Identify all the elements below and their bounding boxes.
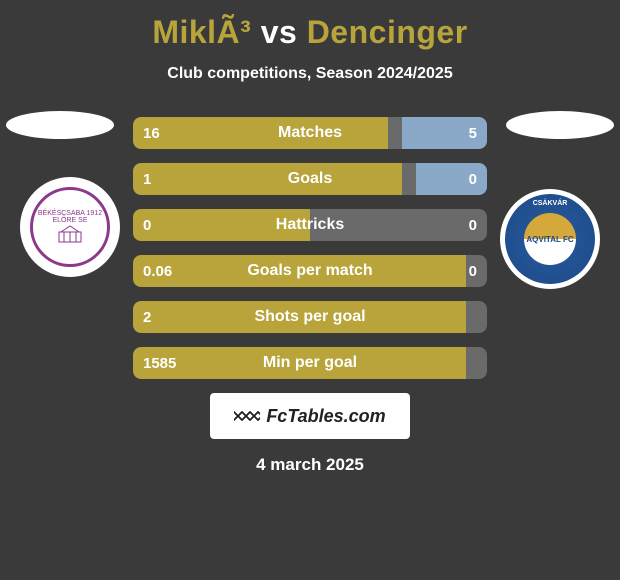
stat-row: 0 0 Hattricks — [133, 209, 487, 241]
stat-label: Shots per goal — [254, 308, 365, 326]
stat-label: Goals — [288, 170, 332, 188]
subtitle: Club competitions, Season 2024/2025 — [0, 65, 620, 83]
badge-left-text: BÉKÉSCSABA 1912 ELŐRE SE — [33, 210, 107, 224]
content-area: BÉKÉSCSABA 1912 ELŐRE SE CSÁKVÁR AQVITAL… — [0, 117, 620, 475]
stat-value-left: 0.06 — [143, 263, 172, 280]
stat-row: 0.06 0 Goals per match — [133, 255, 487, 287]
stat-value-right: 5 — [469, 125, 477, 142]
team-badge-left: BÉKÉSCSABA 1912 ELŐRE SE — [20, 177, 120, 277]
date-text: 4 march 2025 — [0, 455, 620, 475]
team-badge-left-inner: BÉKÉSCSABA 1912 ELŐRE SE — [30, 187, 110, 267]
stat-label: Min per goal — [263, 354, 357, 372]
flag-left-icon — [6, 111, 114, 139]
stat-row: 1585 Min per goal — [133, 347, 487, 379]
player1-name: MiklÃ³ — [152, 14, 251, 50]
stat-value-left: 0 — [143, 217, 151, 234]
stat-row: 1 0 Goals — [133, 163, 487, 195]
team-badge-right-inner: CSÁKVÁR AQVITAL FC — [505, 194, 595, 284]
stat-label: Goals per match — [247, 262, 372, 280]
stat-row: 2 Shots per goal — [133, 301, 487, 333]
page-title: MiklÃ³ vs Dencinger — [0, 0, 620, 51]
stats-container: 16 5 Matches 1 0 Goals 0 0 Hattricks 0.06 0 Goals p… — [133, 117, 487, 379]
stat-value-right: 0 — [469, 263, 477, 280]
branding-badge: FcTables.com — [210, 393, 410, 439]
player2-name: Dencinger — [307, 14, 468, 50]
stat-row: 16 5 Matches — [133, 117, 487, 149]
vs-text: vs — [261, 14, 298, 50]
badge-right-top-text: CSÁKVÁR — [533, 200, 568, 207]
stat-value-left: 1585 — [143, 355, 176, 372]
stat-value-right: 0 — [469, 171, 477, 188]
chart-icon — [234, 408, 260, 424]
badge-right-label: AQVITAL FC — [524, 213, 576, 265]
building-icon — [55, 224, 85, 244]
stat-label: Matches — [278, 124, 342, 142]
stat-bar-left — [133, 117, 388, 149]
stat-value-left: 2 — [143, 309, 151, 326]
stat-value-right: 0 — [469, 217, 477, 234]
team-badge-right: CSÁKVÁR AQVITAL FC — [500, 189, 600, 289]
stat-value-left: 16 — [143, 125, 160, 142]
flag-right-icon — [506, 111, 614, 139]
stat-label: Hattricks — [276, 216, 344, 234]
branding-text: FcTables.com — [266, 406, 385, 427]
stat-bar-left — [133, 163, 402, 195]
stat-value-left: 1 — [143, 171, 151, 188]
